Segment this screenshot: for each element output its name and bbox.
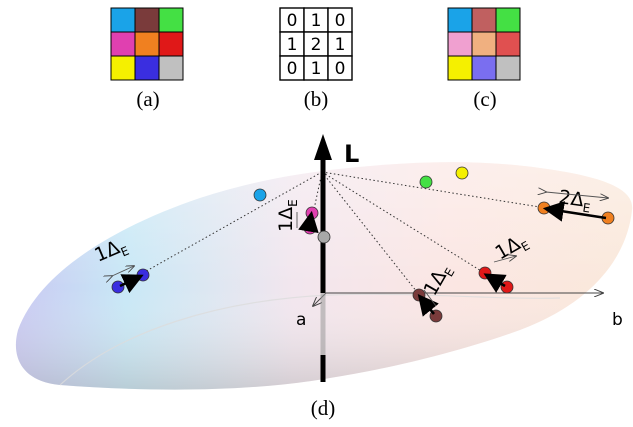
kernel-cell: [327, 55, 353, 81]
kernel-cell: [327, 31, 353, 57]
delta-span-red: [493, 256, 516, 263]
panel-b: 0 1 01 2 10 1 0 (b): [279, 7, 353, 111]
grid-cell: [134, 31, 160, 57]
kernel-value: 1: [311, 11, 322, 31]
gamut-lower-fold: [59, 293, 561, 386]
grid-cell: [471, 7, 497, 33]
kernel-value: 1: [335, 35, 346, 55]
projection-line: [321, 171, 508, 288]
grid-cell: [447, 7, 473, 33]
point-cyan: [253, 188, 267, 202]
point-green: [419, 175, 433, 189]
projection-line: [117, 171, 323, 288]
grid-cell: [110, 31, 136, 57]
kernel-value: 0: [335, 11, 346, 31]
point-blue-original: [111, 280, 125, 294]
grid-cell: [495, 55, 521, 81]
kernel-value: 2: [311, 35, 322, 55]
l-axis-label: L: [344, 140, 359, 168]
color-points: [111, 166, 615, 323]
panel-d-caption: (d): [311, 396, 336, 420]
projection-line: [309, 171, 323, 229]
delta-subscript: E: [286, 199, 300, 207]
grid-cell: [447, 31, 473, 57]
grid-cell: [471, 55, 497, 81]
grid-cell: [447, 55, 473, 81]
svg-text:1ΔE: 1ΔE: [275, 199, 300, 232]
kernel-cell: [279, 55, 305, 81]
grid-cell: [471, 31, 497, 57]
kernel-cell: [303, 55, 329, 81]
panel-d: L a b 1ΔE 1ΔE 1ΔE: [15, 134, 633, 420]
grid-cell: [495, 31, 521, 57]
shift-arrow-orange: [542, 201, 607, 222]
grid-cell: [158, 31, 184, 57]
b-axis-label: b: [612, 310, 623, 330]
kernel-value: 1: [311, 59, 322, 79]
a-axis-label: a: [296, 310, 306, 330]
kernel-value: 0: [287, 59, 298, 79]
grid-cell: [110, 55, 136, 81]
grid-cell: [110, 7, 136, 33]
delta-label-magenta-text: 1Δ: [275, 207, 297, 232]
shift-arrow-red: [483, 273, 507, 293]
delta-label-orange-text: 2Δ: [557, 186, 585, 211]
kernel-value: 0: [287, 11, 298, 31]
point-gray: [317, 230, 331, 244]
color-grid-a: [110, 7, 184, 81]
kernel-grid-b: 0 1 01 2 10 1 0: [279, 7, 353, 81]
grid-cell: [134, 55, 160, 81]
shift-arrow-magenta: [298, 210, 319, 234]
grid-cell: [134, 7, 160, 33]
grid-cell: [158, 7, 184, 33]
grid-cell: [158, 55, 184, 81]
delta-span-orange: [546, 192, 608, 198]
point-blue-shifted: [136, 268, 150, 282]
point-red-original: [500, 280, 514, 294]
kernel-value: 1: [287, 35, 298, 55]
shift-arrow-brown: [417, 293, 439, 317]
color-grid-c: [447, 7, 521, 81]
point-yellow: [455, 166, 469, 180]
panel-c-caption: (c): [473, 87, 496, 111]
panel-b-caption: (b): [304, 87, 329, 111]
panel-a: (a): [110, 7, 184, 111]
kernel-value: 0: [335, 59, 346, 79]
grid-cell: [495, 7, 521, 33]
delta-subscript: E: [582, 201, 591, 216]
delta-span-brown: [423, 289, 437, 307]
panel-a-caption: (a): [136, 87, 159, 111]
delta-span-blue: [112, 266, 134, 276]
panel-c: (c): [447, 7, 521, 111]
delta-label-magenta: 1ΔE: [275, 199, 300, 232]
l-axis-arrowhead: [314, 134, 332, 160]
